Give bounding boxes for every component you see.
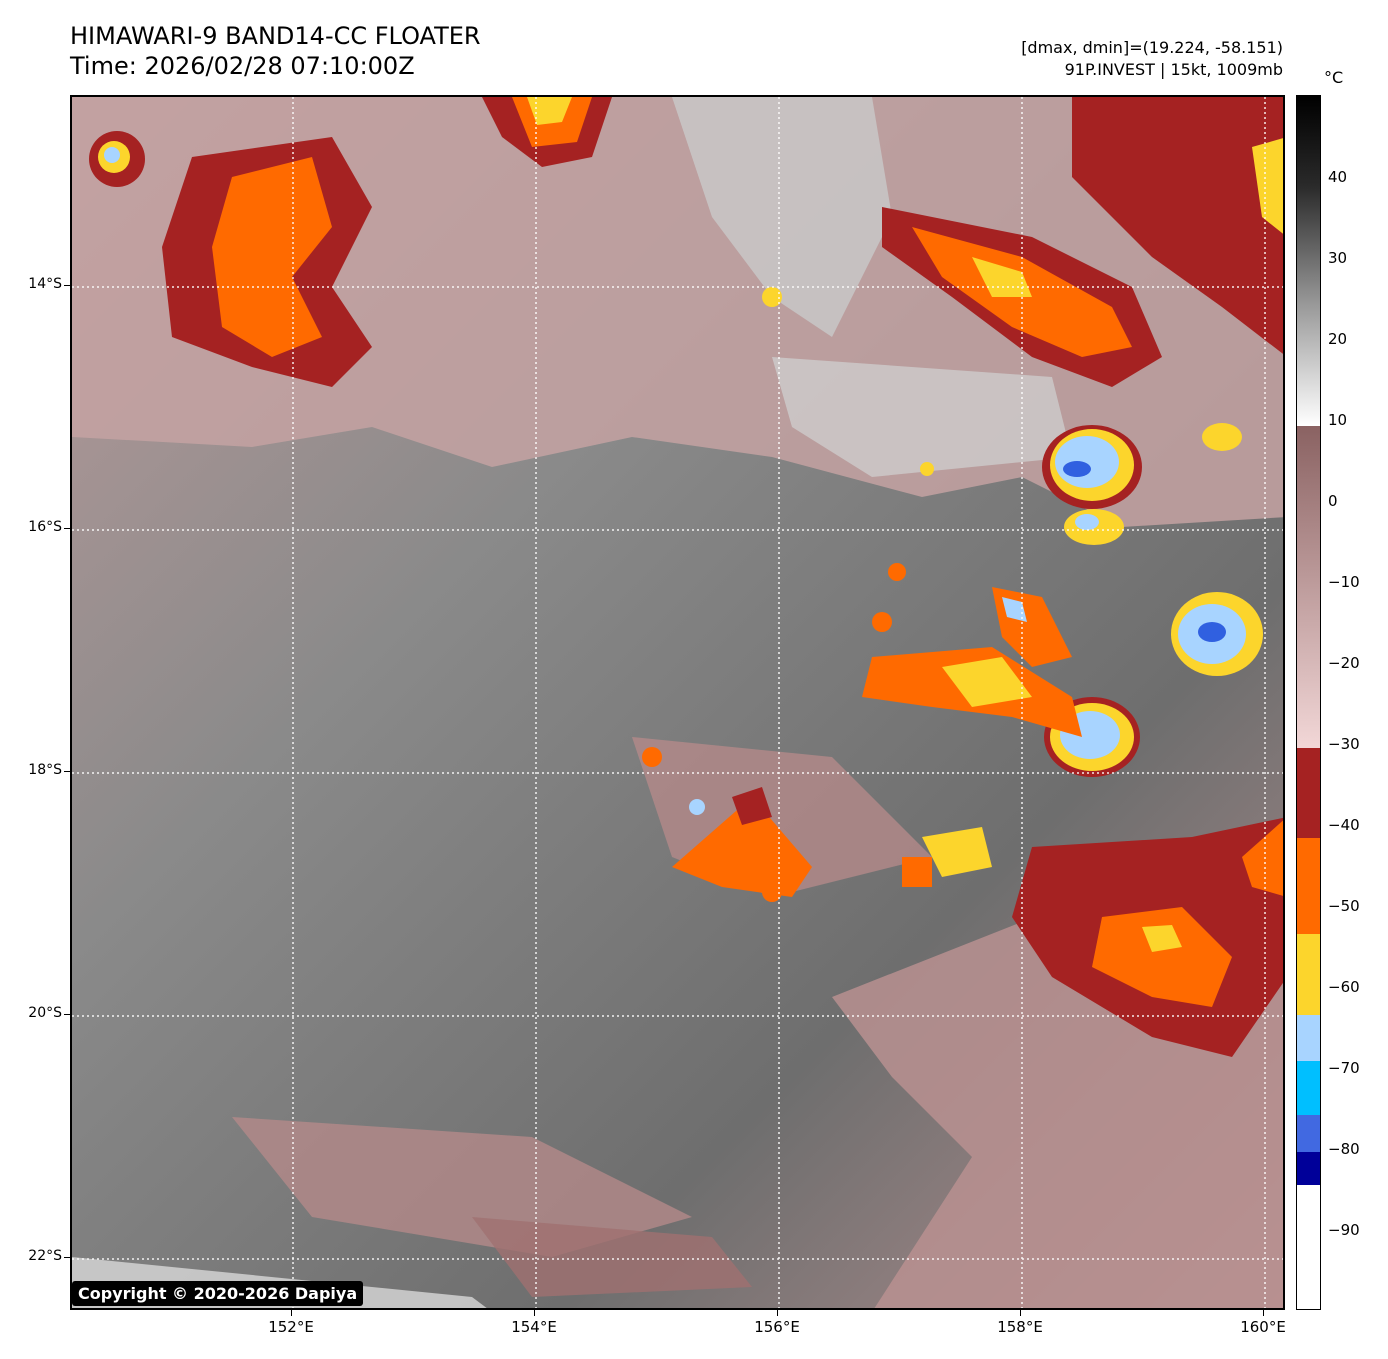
lon-tick (1263, 1310, 1264, 1316)
lon-tick (777, 1310, 778, 1316)
lat-tick (64, 528, 70, 529)
lat-label-20s: 20°S (28, 1005, 62, 1021)
convection-cluster-e-mid (862, 587, 1082, 737)
lon-label-154e: 154°E (511, 1318, 557, 1336)
colorbar-segment (1297, 1015, 1320, 1061)
lower-mauve-patch (472, 1217, 752, 1297)
satellite-map (70, 95, 1285, 1310)
colorbar-tick-m80: −80 (1328, 1140, 1360, 1158)
satellite-imagery (72, 97, 1283, 1308)
convection-cluster-nw (89, 131, 372, 387)
colorbar-tick-30: 30 (1328, 249, 1348, 267)
colorbar-tick-m10: −10 (1328, 573, 1360, 591)
lon-tick (1020, 1310, 1021, 1316)
copyright-label: Copyright © 2020-2026 Dapiya (72, 1281, 364, 1306)
colorbar-segment (1297, 1152, 1320, 1185)
colorbar-tick-m90: −90 (1328, 1221, 1360, 1239)
colorbar-segment (1297, 1115, 1320, 1152)
colorbar-tick-10: 10 (1328, 411, 1348, 429)
title-line2: Time: 2026/02/28 07:10:00Z (70, 52, 415, 80)
lon-tick (291, 1310, 292, 1316)
colorbar-tick-0: 0 (1328, 492, 1338, 510)
lon-label-152e: 152°E (268, 1318, 314, 1336)
colorbar-segment (1297, 186, 1320, 426)
lat-label-14s: 14°S (28, 276, 62, 292)
lon-label-158e: 158°E (997, 1318, 1043, 1336)
convection-cluster-se (1012, 817, 1283, 1057)
colorbar-tick-20: 20 (1328, 330, 1348, 348)
colorbar-segment (1297, 748, 1320, 838)
lon-tick (534, 1310, 535, 1316)
colorbar (1296, 95, 1321, 1310)
colorbar-tick-m40: −40 (1328, 816, 1360, 834)
lat-label-18s: 18°S (28, 762, 62, 778)
colorbar-tick-m50: −50 (1328, 897, 1360, 915)
colorbar-segment (1297, 1061, 1320, 1115)
colorbar-tick-m70: −70 (1328, 1059, 1360, 1077)
title-line1: HIMAWARI-9 BAND14-CC FLOATER (70, 22, 481, 50)
lower-cloud-band (232, 1117, 692, 1257)
convection-cell-e1 (1042, 425, 1142, 545)
colorbar-segment (1297, 96, 1320, 186)
convection-cluster-n (482, 97, 612, 167)
colorbar-segment (1297, 934, 1320, 1015)
lat-tick (64, 285, 70, 286)
colorbar-tick-m30: −30 (1328, 735, 1360, 753)
lat-tick (64, 1257, 70, 1258)
storm-text: 91P.INVEST | 15kt, 1009mb (1064, 60, 1283, 79)
colorbar-unit: °C (1324, 68, 1344, 87)
lat-label-22s: 22°S (28, 1248, 62, 1264)
lat-tick (64, 1014, 70, 1015)
colorbar-segment (1297, 426, 1320, 748)
colorbar-tick-m60: −60 (1328, 978, 1360, 996)
range-text: [dmax, dmin]=(19.224, -58.151) (1021, 38, 1283, 57)
convection-cell-e2 (1171, 423, 1263, 676)
convection-cells-central (642, 287, 992, 902)
colorbar-segment (1297, 838, 1320, 934)
lon-label-160e: 160°E (1240, 1318, 1286, 1336)
colorbar-segment (1297, 1185, 1320, 1309)
lon-label-156e: 156°E (754, 1318, 800, 1336)
colorbar-tick-m20: −20 (1328, 654, 1360, 672)
gray-cloud-upper (672, 97, 892, 337)
colorbar-tick-40: 40 (1328, 168, 1348, 186)
lat-tick (64, 771, 70, 772)
lat-label-16s: 16°S (28, 519, 62, 535)
gray-cloud-mid (772, 357, 1072, 477)
